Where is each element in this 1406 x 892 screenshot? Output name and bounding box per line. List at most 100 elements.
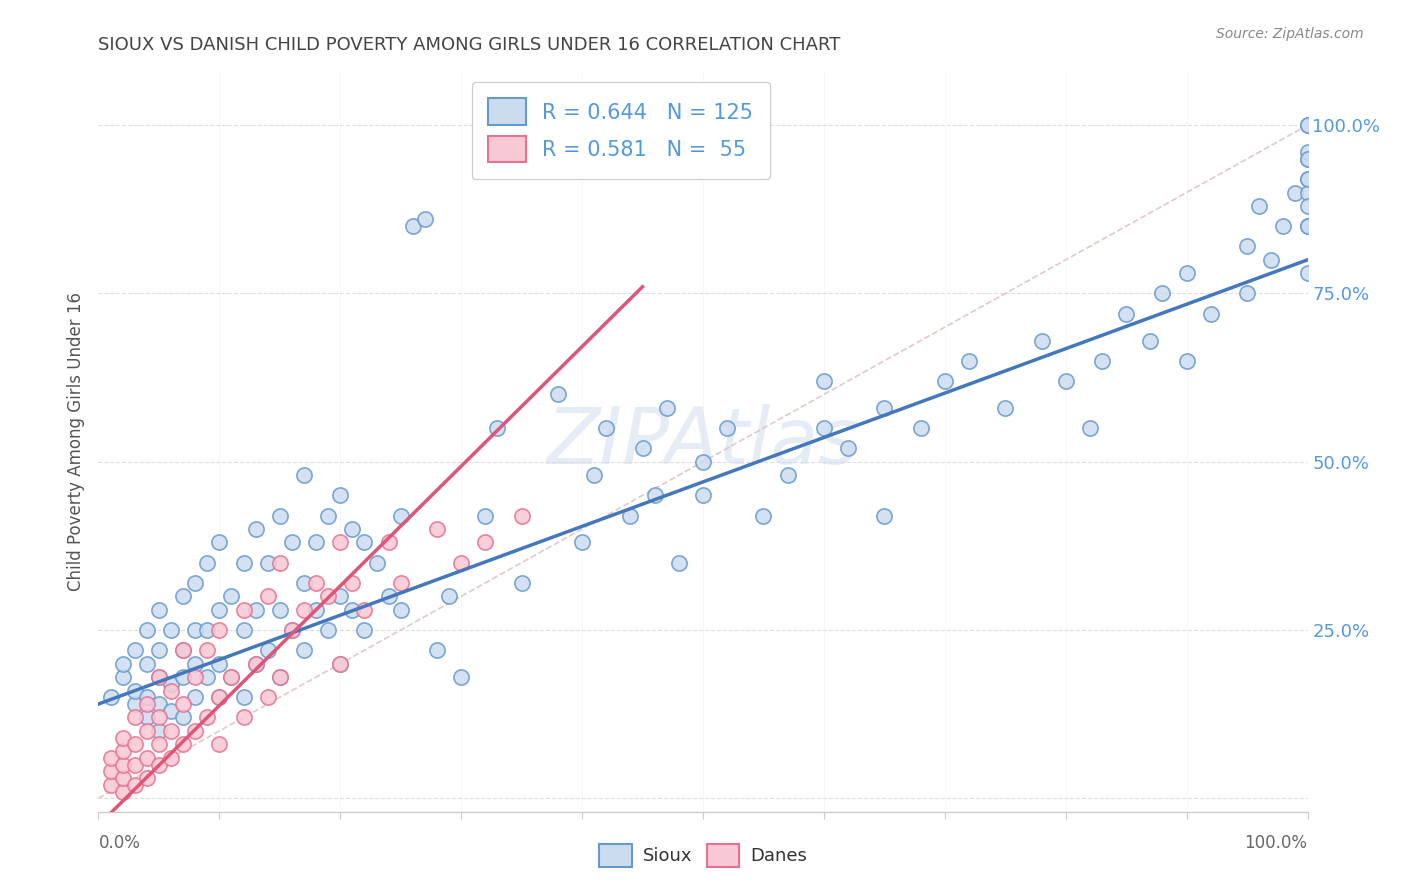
Point: [413, 212, 436, 227]
Point: [329, 657, 352, 671]
Point: [1054, 374, 1077, 388]
Point: [1296, 172, 1319, 186]
Point: [316, 590, 339, 604]
Point: [292, 603, 315, 617]
Point: [135, 657, 157, 671]
Point: [269, 508, 291, 523]
Point: [124, 697, 146, 711]
Point: [195, 623, 218, 637]
Point: [100, 751, 122, 765]
Point: [366, 556, 388, 570]
Point: [1296, 152, 1319, 166]
Point: [873, 401, 896, 415]
Point: [342, 575, 364, 590]
Point: [1272, 219, 1295, 234]
Legend: Sioux, Danes: Sioux, Danes: [592, 837, 814, 874]
Point: [1296, 118, 1319, 132]
Point: [232, 690, 254, 705]
Point: [172, 590, 194, 604]
Text: ZIPAtlas: ZIPAtlas: [547, 403, 859, 480]
Point: [135, 690, 157, 705]
Point: [377, 535, 399, 549]
Point: [269, 603, 291, 617]
Point: [1152, 286, 1174, 301]
Point: [172, 643, 194, 657]
Point: [269, 670, 291, 684]
Point: [111, 784, 134, 798]
Point: [873, 508, 896, 523]
Point: [184, 723, 207, 738]
Point: [184, 690, 207, 705]
Point: [837, 442, 859, 456]
Point: [474, 535, 496, 549]
Point: [292, 575, 315, 590]
Y-axis label: Child Poverty Among Girls Under 16: Child Poverty Among Girls Under 16: [66, 292, 84, 591]
Point: [813, 374, 835, 388]
Point: [1296, 152, 1319, 166]
Point: [389, 508, 412, 523]
Point: [245, 657, 267, 671]
Point: [184, 623, 207, 637]
Point: [100, 764, 122, 779]
Point: [221, 670, 243, 684]
Point: [1139, 334, 1161, 348]
Point: [716, 421, 738, 435]
Point: [353, 535, 375, 549]
Point: [353, 623, 375, 637]
Point: [1296, 219, 1319, 234]
Point: [256, 690, 278, 705]
Point: [208, 657, 231, 671]
Point: [135, 623, 157, 637]
Point: [619, 508, 641, 523]
Point: [1091, 353, 1114, 368]
Point: [1296, 266, 1319, 280]
Point: [256, 556, 278, 570]
Point: [1296, 219, 1319, 234]
Point: [305, 535, 328, 549]
Point: [160, 623, 183, 637]
Point: [208, 690, 231, 705]
Point: [292, 643, 315, 657]
Point: [1031, 334, 1053, 348]
Point: [111, 657, 134, 671]
Point: [221, 590, 243, 604]
Point: [111, 731, 134, 745]
Point: [184, 575, 207, 590]
Point: [100, 778, 122, 792]
Point: [148, 643, 170, 657]
Point: [281, 623, 304, 637]
Point: [172, 697, 194, 711]
Point: [232, 710, 254, 724]
Point: [329, 657, 352, 671]
Point: [160, 677, 183, 691]
Point: [668, 556, 690, 570]
Point: [813, 421, 835, 435]
Point: [1078, 421, 1101, 435]
Point: [342, 522, 364, 536]
Point: [256, 643, 278, 657]
Point: [377, 590, 399, 604]
Point: [329, 535, 352, 549]
Point: [1175, 266, 1198, 280]
Point: [510, 508, 533, 523]
Point: [1296, 186, 1319, 200]
Point: [124, 778, 146, 792]
Point: [148, 738, 170, 752]
Point: [644, 488, 666, 502]
Point: [281, 623, 304, 637]
Point: [292, 468, 315, 483]
Point: [160, 723, 183, 738]
Point: [342, 603, 364, 617]
Point: [595, 421, 617, 435]
Point: [221, 670, 243, 684]
Point: [245, 657, 267, 671]
Point: [329, 590, 352, 604]
Point: [1175, 353, 1198, 368]
Text: 0.0%: 0.0%: [98, 834, 141, 852]
Point: [1296, 199, 1319, 213]
Point: [631, 442, 654, 456]
Point: [934, 374, 956, 388]
Text: SIOUX VS DANISH CHILD POVERTY AMONG GIRLS UNDER 16 CORRELATION CHART: SIOUX VS DANISH CHILD POVERTY AMONG GIRL…: [98, 36, 841, 54]
Point: [305, 575, 328, 590]
Point: [232, 603, 254, 617]
